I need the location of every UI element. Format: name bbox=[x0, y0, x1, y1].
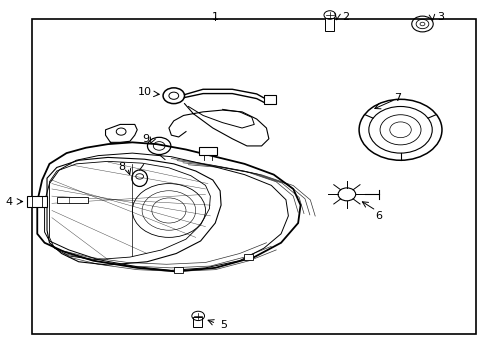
Text: 10: 10 bbox=[138, 87, 152, 97]
Bar bbox=[325, 18, 333, 31]
Text: 8: 8 bbox=[118, 162, 125, 172]
Bar bbox=[32, 19, 475, 334]
Bar bbox=[26, 196, 47, 207]
Bar bbox=[193, 317, 202, 327]
Bar bbox=[199, 147, 216, 155]
Text: 9: 9 bbox=[142, 134, 149, 144]
Text: 6: 6 bbox=[374, 211, 381, 221]
Text: 5: 5 bbox=[220, 320, 226, 330]
Bar bbox=[57, 197, 88, 203]
Text: 2: 2 bbox=[341, 12, 348, 22]
Bar bbox=[173, 267, 182, 273]
Text: 3: 3 bbox=[436, 12, 443, 22]
Text: 7: 7 bbox=[394, 93, 401, 103]
Text: 4: 4 bbox=[6, 197, 13, 207]
Text: 1: 1 bbox=[211, 12, 218, 22]
Bar bbox=[264, 95, 276, 104]
Bar bbox=[244, 254, 253, 260]
